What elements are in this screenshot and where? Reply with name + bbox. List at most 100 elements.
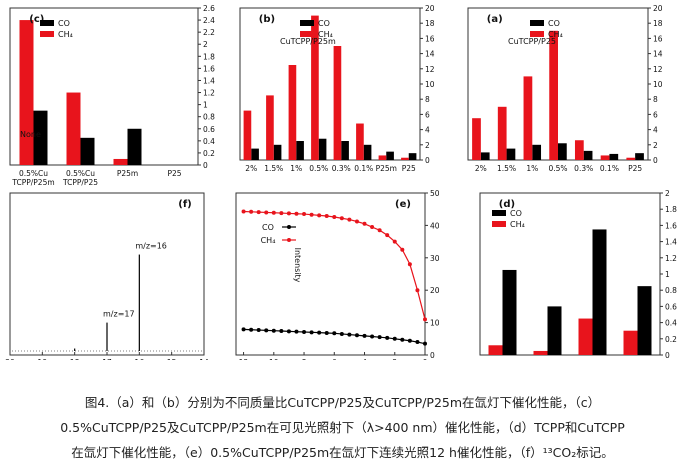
data-point-e-CO-0 bbox=[423, 341, 427, 346]
x-tick-label-d-2: TCPP bbox=[537, 359, 557, 360]
bar-c-CH-3 bbox=[19, 20, 34, 166]
x-tick-label-b-4: 0.5% bbox=[309, 164, 328, 173]
data-point-e-CO-4 bbox=[392, 336, 397, 341]
x-tick-label-d-3: CuTCPP bbox=[488, 359, 517, 360]
data-point-e-CH-15 bbox=[309, 212, 314, 217]
data-point-e-CO-19 bbox=[279, 329, 284, 334]
y-tick-label-b-5: 10 bbox=[425, 80, 435, 89]
data-point-e-CH-16 bbox=[302, 212, 307, 217]
data-point-e-CH-21 bbox=[264, 210, 269, 215]
data-point-e-CO-9 bbox=[354, 333, 359, 338]
x-tick-label-f-5: 19 bbox=[38, 358, 48, 360]
y-tick-label-c-0: 0 bbox=[203, 161, 208, 170]
data-point-e-CH-6 bbox=[377, 228, 382, 233]
bar-b-CH-3 bbox=[333, 46, 342, 160]
bar-b-CO-2 bbox=[363, 144, 372, 160]
y-tick-label-d-7: 1.4 bbox=[665, 238, 677, 247]
x-tick-label-b-0: P25 bbox=[402, 164, 416, 173]
bar-d-CH-1 bbox=[578, 318, 593, 355]
bar-d-CO-0 bbox=[637, 286, 652, 355]
data-point-e-CH-8 bbox=[362, 221, 367, 226]
bar-a-CO-0 bbox=[635, 153, 644, 160]
panel-label-f: (f) bbox=[178, 199, 192, 210]
y-tick-label-b-10: 20 bbox=[425, 4, 435, 13]
data-point-e-CO-5 bbox=[385, 335, 390, 340]
bar-b-CH-2 bbox=[356, 123, 364, 160]
x-tick-label-a-5: 1.5% bbox=[497, 164, 516, 173]
data-point-e-CO-6 bbox=[377, 335, 382, 340]
y-tick-label-a-8: 16 bbox=[653, 34, 663, 43]
y-tick-label-a-10: 20 bbox=[653, 4, 663, 13]
bar-b-CO-4 bbox=[318, 138, 327, 160]
y-tick-label-e-0: 0 bbox=[430, 351, 435, 360]
legend-entry-b-0: CO bbox=[318, 19, 330, 28]
bar-a-CH-3 bbox=[549, 30, 558, 160]
data-point-e-CO-7 bbox=[370, 334, 375, 339]
data-point-e-CO-11 bbox=[339, 331, 344, 336]
y-tick-label-c-9: 1.8 bbox=[203, 52, 215, 61]
x-tick-label-b-5: 1% bbox=[290, 164, 302, 173]
data-point-e-CH-23 bbox=[249, 209, 254, 214]
bar-b-CH-7 bbox=[243, 110, 252, 160]
data-point-e-CH-14 bbox=[317, 213, 322, 218]
data-point-e-CH-9 bbox=[354, 219, 359, 224]
x-tick-label-f-0: 14 bbox=[199, 358, 209, 360]
x-tick-label-e-2: 4 bbox=[362, 358, 367, 360]
bar-b-CO-7 bbox=[251, 148, 259, 160]
legend-swatch-b-0 bbox=[300, 20, 314, 26]
x-tick-label-c-3-0: 0.5%Cu bbox=[19, 169, 48, 178]
data-point-e-CO-22 bbox=[256, 328, 261, 333]
figure-caption-line-1: 图4.（a）和（b）分别为不同质量比CuTCPP/P25及CuTCPP/P25m… bbox=[84, 395, 601, 410]
x-tick-label-d-1: P25m bbox=[582, 359, 603, 360]
y-tick-label-b-8: 16 bbox=[425, 34, 435, 43]
y-tick-label-c-1: 0.2 bbox=[203, 149, 215, 158]
y-tick-label-c-6: 1.2 bbox=[203, 89, 215, 98]
y-tick-label-a-9: 18 bbox=[653, 19, 663, 28]
data-point-e-CO-23 bbox=[249, 327, 254, 332]
figure-panels: 02468101214161820P250.1%0.3%0.5%1%1.5%2%… bbox=[5, 4, 677, 360]
data-point-e-CH-22 bbox=[256, 210, 261, 215]
x-tick-label-c-1: P25m bbox=[117, 169, 138, 178]
legend-entry-d-1: CH₄ bbox=[510, 220, 525, 229]
x-tick-label-e-4: 8 bbox=[302, 358, 307, 360]
data-point-e-CH-10 bbox=[347, 217, 352, 222]
bar-d-CO-3 bbox=[502, 269, 517, 355]
y-tick-label-d-5: 1 bbox=[665, 270, 670, 279]
x-tick-label-f-6: 20 bbox=[5, 358, 15, 360]
data-point-e-CH-5 bbox=[385, 233, 390, 238]
bar-c-CH-1 bbox=[113, 158, 128, 165]
data-point-e-CH-11 bbox=[339, 216, 344, 221]
data-point-e-CH-0 bbox=[423, 317, 427, 322]
bar-b-CH-5 bbox=[288, 65, 297, 160]
y-tick-label-b-6: 12 bbox=[425, 65, 435, 74]
panel-label-a: (a) bbox=[487, 14, 503, 25]
data-point-e-CO-18 bbox=[286, 329, 291, 334]
x-tick-label-b-6: 1.5% bbox=[264, 164, 283, 173]
y-tick-label-a-0: 0 bbox=[653, 156, 658, 165]
data-point-e-CH-18 bbox=[286, 211, 291, 216]
y-axis-label-e: Intensity bbox=[293, 248, 302, 283]
legend-marker-e-1 bbox=[287, 238, 291, 242]
bar-b-CH-0 bbox=[401, 157, 409, 160]
bar-c-CH-2 bbox=[66, 92, 81, 165]
data-point-e-CH-19 bbox=[279, 211, 284, 216]
y-tick-label-c-5: 1 bbox=[203, 101, 208, 110]
bar-b-CH-4 bbox=[311, 15, 319, 160]
figure-caption-line-2: 0.5%CuTCPP/P25及CuTCPP/P25m在可见光照射下（λ>400 … bbox=[60, 420, 625, 435]
plot-frame-c bbox=[9, 7, 199, 166]
y-tick-label-b-2: 4 bbox=[425, 126, 430, 135]
peak-label-f-0: m/z=16 bbox=[135, 242, 167, 251]
bar-a-CH-1 bbox=[600, 155, 610, 160]
legend-swatch-b-1 bbox=[300, 31, 314, 37]
legend-swatch-d-0 bbox=[492, 210, 506, 216]
y-tick-label-b-9: 18 bbox=[425, 19, 435, 28]
y-tick-label-c-2: 0.4 bbox=[203, 137, 215, 146]
bar-a-CH-2 bbox=[574, 140, 584, 160]
x-tick-label-a-3: 0.5% bbox=[548, 164, 567, 173]
y-tick-label-a-7: 14 bbox=[653, 50, 663, 59]
x-tick-label-c-3-1: TCPP/P25m bbox=[11, 178, 54, 187]
x-tick-label-b-3: 0.3% bbox=[332, 164, 351, 173]
x-tick-label-a-4: 1% bbox=[526, 164, 538, 173]
bar-c-CO-1 bbox=[127, 128, 142, 165]
y-tick-label-b-0: 0 bbox=[425, 156, 430, 165]
